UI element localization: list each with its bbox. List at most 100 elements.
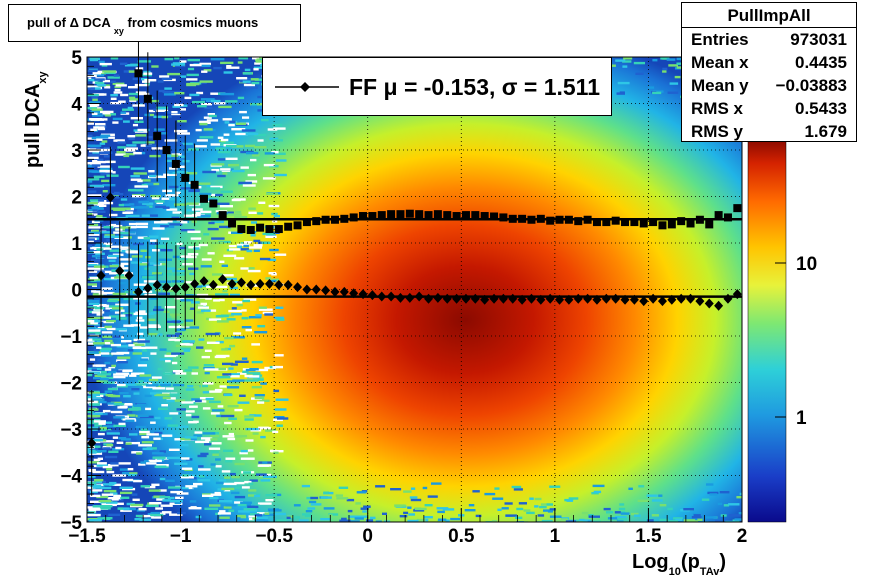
data-point-mu — [180, 282, 190, 293]
data-point-sigma — [349, 213, 358, 222]
z-tick-label: 1 — [796, 408, 807, 429]
legend-marker — [275, 82, 339, 92]
data-point-mu — [199, 276, 209, 287]
data-point-sigma — [723, 213, 732, 222]
data-point-sigma — [499, 213, 508, 222]
data-point-mu — [227, 278, 237, 289]
data-point-mu — [452, 293, 462, 304]
x-tick-label: 1.5 — [635, 526, 662, 547]
axes: −1.5 −1 −0.5 0 0.5 1 1.5 2 −5 −4 −3 −2 −1 0 1 2 3 4 5 1 10 — [60, 48, 817, 547]
data-point-mu — [367, 290, 377, 301]
stats-title: PullImpAll — [682, 3, 856, 28]
y-tick-label: −2 — [60, 374, 82, 395]
data-point-mu — [87, 437, 97, 448]
data-point-sigma — [190, 180, 199, 189]
data-point-sigma — [574, 217, 583, 226]
stats-row: RMS x 0.5433 — [691, 99, 847, 118]
data-point-sigma — [218, 211, 227, 220]
data-point-sigma — [396, 210, 405, 219]
data-point-mu — [433, 292, 443, 303]
data-point-mu — [311, 284, 321, 295]
data-point-mu — [162, 282, 172, 293]
data-point-mu — [143, 283, 153, 294]
data-point-sigma — [630, 218, 639, 227]
data-point-sigma — [452, 212, 461, 221]
data-point-mu — [508, 293, 518, 304]
data-point-sigma — [546, 216, 555, 225]
y-tick-label: 1 — [71, 234, 82, 255]
data-point-mu — [583, 293, 593, 304]
data-point-sigma — [490, 212, 499, 221]
data-point-sigma — [461, 211, 470, 220]
legend-entry: FF μ = -0.153, σ = 1.511 — [349, 74, 601, 100]
chart-title: pull of Δ DCA — [27, 15, 111, 30]
data-point-mu — [667, 294, 677, 305]
data-point-sigma — [592, 218, 601, 227]
data-point-mu — [704, 298, 714, 309]
data-point-sigma — [171, 159, 180, 168]
data-point-sigma — [321, 215, 330, 224]
data-point-sigma — [433, 210, 442, 219]
data-point-sigma — [330, 215, 339, 224]
data-point-mu — [695, 296, 705, 307]
data-point-mu — [330, 286, 340, 297]
data-point-sigma — [228, 219, 237, 228]
data-point-sigma — [340, 214, 349, 223]
stats-row: Entries 973031 — [691, 30, 847, 49]
data-point-mu — [555, 294, 565, 305]
data-point-mu — [573, 293, 583, 304]
data-point-sigma — [143, 94, 152, 103]
data-point-mu — [208, 279, 218, 290]
stats-row: RMS y 1.679 — [691, 122, 847, 141]
data-point-mu — [620, 294, 630, 305]
z-tick-label: 10 — [796, 254, 817, 275]
data-point-sigma — [293, 221, 302, 230]
data-point-mu — [611, 293, 621, 304]
data-point-mu — [480, 294, 490, 305]
data-point-sigma — [649, 218, 658, 227]
data-point-mu — [339, 286, 349, 297]
data-point-mu — [236, 277, 246, 288]
x-tick-label: −0.5 — [255, 526, 293, 547]
data-point-mu — [255, 278, 265, 289]
data-point-mu — [414, 291, 424, 302]
data-point-sigma — [564, 215, 573, 224]
data-point-sigma — [714, 211, 723, 220]
data-point-sigma — [153, 132, 162, 141]
data-point-sigma — [199, 194, 208, 203]
data-point-mu — [293, 282, 303, 293]
x-tick-label: −1.5 — [68, 526, 106, 547]
data-point-mu — [470, 293, 480, 304]
data-point-mu — [592, 294, 602, 305]
data-point-mu — [424, 293, 434, 304]
data-point-sigma — [359, 212, 368, 221]
data-point-sigma — [527, 215, 536, 224]
y-tick-label: 5 — [71, 48, 82, 69]
data-point-sigma — [677, 217, 686, 226]
data-point-mu — [732, 289, 742, 300]
data-point-mu — [274, 279, 284, 290]
data-point-mu — [657, 296, 667, 307]
data-point-mu — [171, 283, 181, 294]
data-point-mu — [526, 293, 536, 304]
data-point-sigma — [424, 211, 433, 220]
data-point-mu — [264, 278, 274, 289]
data-point-mu — [105, 192, 115, 203]
data-point-sigma — [312, 217, 321, 226]
data-point-mu — [723, 293, 733, 304]
data-point-mu — [601, 293, 611, 304]
data-point-sigma — [274, 225, 283, 234]
x-tick-label: 1 — [550, 526, 561, 547]
data-point-sigma — [705, 220, 714, 229]
data-point-mu — [124, 270, 134, 281]
data-point-mu — [190, 278, 200, 289]
data-point-sigma — [368, 212, 377, 221]
data-point-sigma — [621, 218, 630, 227]
data-point-mu — [115, 265, 125, 276]
data-point-mu — [133, 286, 143, 297]
data-point-mu — [246, 279, 256, 290]
data-point-sigma — [658, 221, 667, 230]
data-point-sigma — [265, 225, 274, 234]
heatmap-background — [87, 57, 742, 522]
